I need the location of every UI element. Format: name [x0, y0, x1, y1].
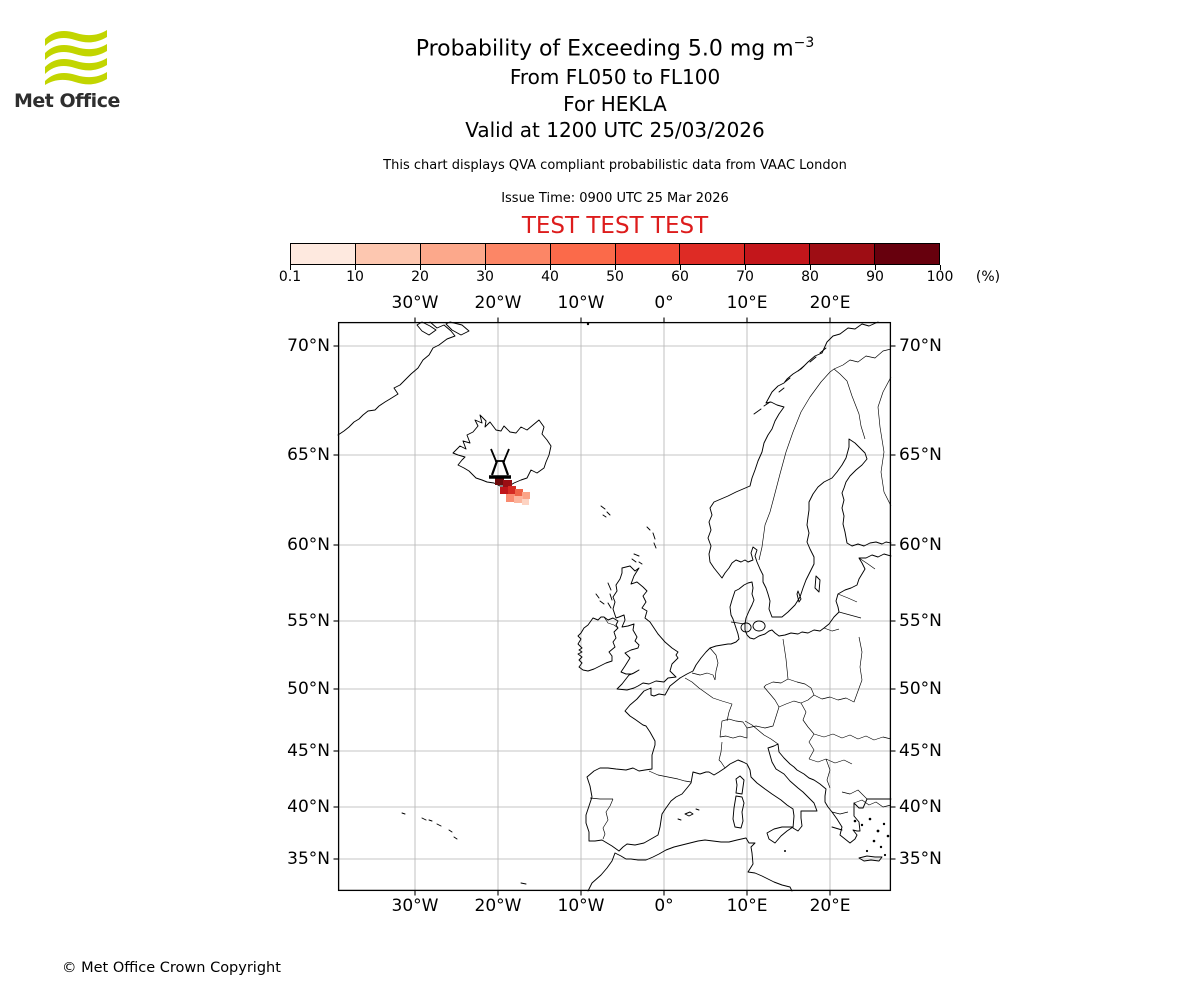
issue-time: Issue Time: 0900 UTC 25 Mar 2026 [501, 191, 729, 206]
latitude-label: 55°N [899, 611, 942, 631]
map-frame [337, 321, 892, 892]
plume-cell [508, 486, 516, 494]
latitude-label: 40°N [287, 797, 330, 817]
colorbar-segment [420, 244, 486, 264]
colorbar-tick-label: 30 [476, 269, 494, 285]
latitude-label: 50°N [899, 679, 942, 699]
graticule-gridlines [339, 323, 890, 890]
colorbar-unit-label: (%) [975, 269, 1001, 285]
colorbar-tick-label: 100 [926, 269, 954, 285]
title-text: Probability of Exceeding 5.0 mg m [415, 36, 794, 62]
colorbar-tick [680, 265, 682, 270]
plume-cell [522, 499, 529, 505]
coastlines [337, 321, 892, 892]
title-block: Probability of Exceeding 5.0 mg m−3 From… [290, 28, 940, 144]
colorbar-tick-label: 0.1 [278, 269, 302, 285]
colorbar-tick [615, 265, 617, 270]
longitude-label: 0° [654, 293, 674, 313]
colorbar-tick-label: 10 [346, 269, 364, 285]
colorbar-tick [875, 265, 877, 270]
plume-cell [503, 480, 512, 488]
latitude-label: 65°N [899, 445, 942, 465]
latitude-label: 45°N [287, 741, 330, 761]
colorbar-tick-label: 90 [866, 269, 884, 285]
colorbar-tick-label: 50 [606, 269, 624, 285]
latitude-label: 40°N [899, 797, 942, 817]
longitude-label: 10°E [726, 896, 768, 916]
colorbar-swatches [290, 243, 940, 265]
plume-cell [514, 496, 523, 503]
colorbar-segment [745, 244, 811, 264]
latitude-label: 70°N [287, 336, 330, 356]
longitude-label: 0° [654, 896, 674, 916]
colorbar-tick [485, 265, 487, 270]
copyright-text: © Met Office Crown Copyright [62, 960, 281, 976]
longitude-label: 10°E [726, 293, 768, 313]
colorbar-segment [810, 244, 876, 264]
longitude-label: 10°W [557, 896, 605, 916]
longitude-label: 10°W [557, 293, 605, 313]
colorbar-tick [550, 265, 552, 270]
title-exponent: −3 [793, 35, 815, 51]
colorbar-segment [680, 244, 746, 264]
plume-cell [495, 477, 504, 485]
longitude-label: 20°E [809, 293, 851, 313]
latitude-label: 50°N [287, 679, 330, 699]
colorbar-tick-label: 40 [541, 269, 559, 285]
colorbar-tick-label: 80 [801, 269, 819, 285]
volcano-marker [489, 448, 511, 479]
logo-brand-text: Met Office [14, 90, 120, 112]
longitude-label: 20°E [809, 896, 851, 916]
qva-note: This chart displays QVA compliant probab… [383, 158, 847, 173]
subtitle-volcano: For HEKLA [563, 91, 667, 116]
latitude-label: 45°N [899, 741, 942, 761]
colorbar-tick-label: 60 [671, 269, 689, 285]
colorbar-segment [485, 244, 551, 264]
plume-cell [506, 494, 515, 502]
plume-cell [522, 492, 530, 499]
colorbar-tick [290, 265, 292, 270]
longitude-label: 30°W [391, 293, 439, 313]
colorbar-tick [940, 265, 942, 270]
axis-ticks [333, 317, 896, 896]
plume-cell [515, 489, 523, 496]
colorbar-segment [550, 244, 616, 264]
subtitle-flight-levels: From FL050 to FL100 [509, 65, 721, 90]
colorbar-tick-label: 20 [411, 269, 429, 285]
plume-cell [500, 487, 508, 494]
colorbar-segment [615, 244, 681, 264]
logo-waves-icon [45, 30, 107, 85]
subtitle-valid-time: Valid at 1200 UTC 25/03/2026 [465, 118, 765, 143]
latitude-label: 55°N [287, 611, 330, 631]
test-banner: TEST TEST TEST [521, 213, 709, 239]
latitude-label: 70°N [899, 336, 942, 356]
aegean-islands [853, 817, 890, 857]
colorbar-tick [810, 265, 812, 270]
longitude-label: 30°W [391, 896, 439, 916]
country-borders [589, 348, 892, 840]
latitude-label: 65°N [287, 445, 330, 465]
ash-probability-plume [495, 477, 530, 505]
latitude-label: 35°N [287, 849, 330, 869]
latitude-label: 35°N [899, 849, 942, 869]
longitude-label: 20°W [474, 293, 522, 313]
colorbar-segment [291, 244, 356, 264]
colorbar-segment [355, 244, 421, 264]
map-background [338, 322, 891, 891]
page-title: Probability of Exceeding 5.0 mg m−3 [290, 28, 940, 64]
colorbar-tick-label: 70 [736, 269, 754, 285]
colorbar-segment [875, 244, 940, 264]
colorbar-tick [355, 265, 357, 270]
latitude-label: 60°N [287, 535, 330, 555]
latitude-label: 60°N [899, 535, 942, 555]
colorbar-tick [420, 265, 422, 270]
map-canvas [333, 317, 896, 896]
colorbar-tick [745, 265, 747, 270]
longitude-label: 20°W [474, 896, 522, 916]
